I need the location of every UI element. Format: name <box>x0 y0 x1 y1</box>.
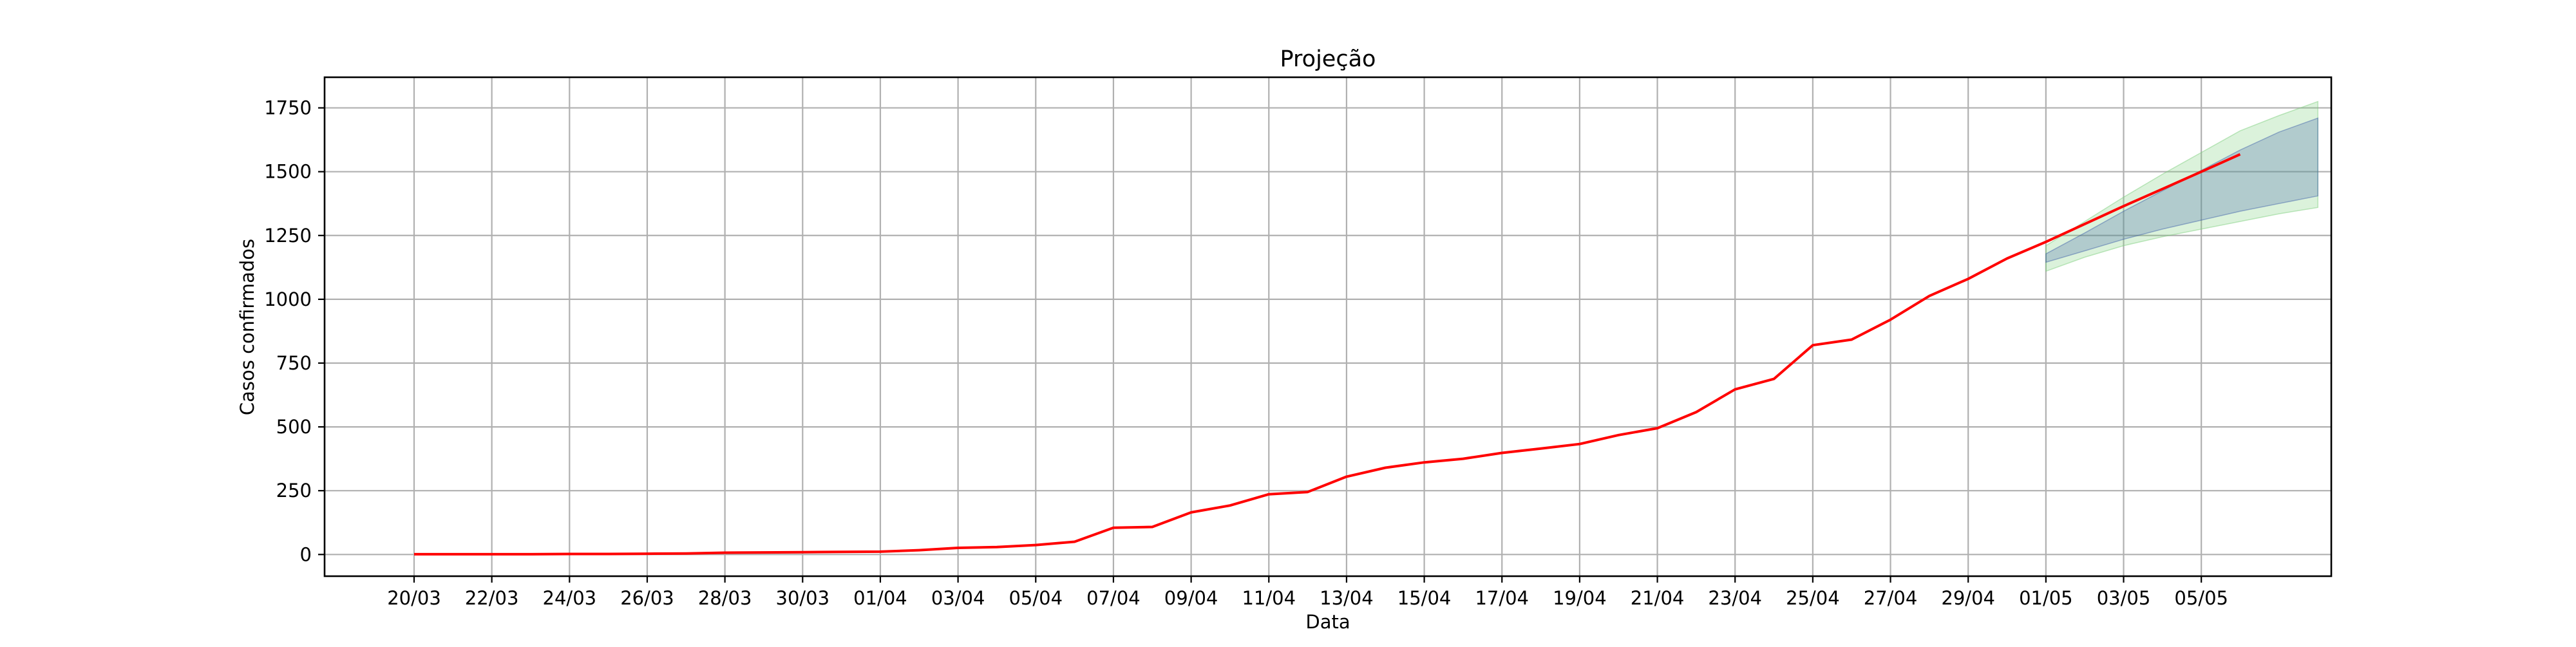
series-layer <box>414 153 2241 556</box>
x-tick-label: 03/04 <box>931 587 985 609</box>
y-tick-label: 250 <box>276 480 312 502</box>
x-tick-label: 19/04 <box>1553 587 1607 609</box>
y-tick-label: 1250 <box>264 225 312 247</box>
grid <box>325 77 2331 576</box>
x-axis: 20/03 22/03 24/03 26/03 28/03 30/03 01/04 03/04… <box>387 576 2228 609</box>
x-tick-label: 24/03 <box>543 587 597 609</box>
x-tick-label: 17/04 <box>1475 587 1529 609</box>
x-axis-label: Data <box>1305 611 1350 633</box>
x-tick-label: 01/04 <box>853 587 907 609</box>
x-tick-label: 05/04 <box>1009 587 1063 609</box>
x-tick-label: 15/04 <box>1397 587 1452 609</box>
y-axis-label: Casos confirmados <box>236 239 258 415</box>
y-axis: 0 250 500 750 1000 1250 1500 1750 <box>264 97 325 565</box>
x-tick-label: 22/03 <box>465 587 519 609</box>
y-tick-label: 1500 <box>264 161 312 183</box>
x-tick-label: 11/04 <box>1242 587 1296 609</box>
x-tick-label: 30/03 <box>776 587 830 609</box>
y-tick-label: 1000 <box>264 288 312 310</box>
x-tick-label: 03/05 <box>2097 587 2151 609</box>
inner-confidence-band <box>2045 117 2318 263</box>
x-tick-label: 05/05 <box>2174 587 2228 609</box>
x-tick-label: 20/03 <box>387 587 441 609</box>
x-tick-label: 01/05 <box>2019 587 2073 609</box>
x-tick-label: 29/04 <box>1941 587 1995 609</box>
x-tick-label: 21/04 <box>1631 587 1685 609</box>
outer-confidence-band <box>2045 100 2318 272</box>
x-tick-label: 09/04 <box>1164 587 1218 609</box>
x-tick-label: 26/03 <box>620 587 674 609</box>
x-tick-label: 13/04 <box>1320 587 1374 609</box>
x-tick-label: 23/04 <box>1708 587 1762 609</box>
plot-frame <box>323 76 2333 577</box>
series-line-confirmed-cases <box>414 153 2241 556</box>
y-tick-label: 0 <box>300 543 312 565</box>
y-tick-label: 500 <box>276 416 312 438</box>
x-tick-label: 25/04 <box>1786 587 1840 609</box>
y-tick-label: 1750 <box>264 97 312 119</box>
x-tick-label: 07/04 <box>1086 587 1141 609</box>
confidence-bands <box>2045 100 2318 272</box>
x-tick-label: 28/03 <box>698 587 752 609</box>
y-tick-label: 750 <box>276 352 312 374</box>
x-tick-label: 27/04 <box>1864 587 1918 609</box>
chart-title: Projeção <box>1280 46 1376 72</box>
